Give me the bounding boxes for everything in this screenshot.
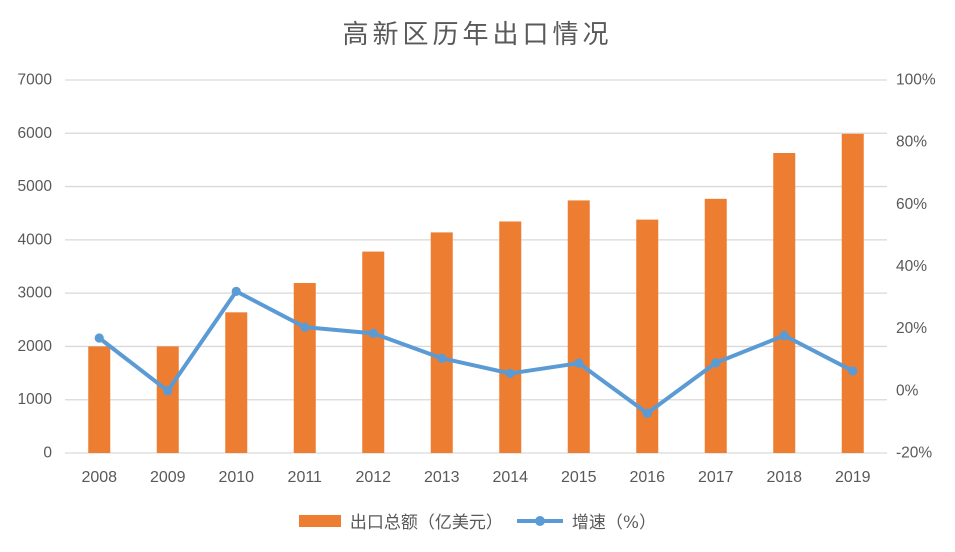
y-left-tick-label: 4000 bbox=[18, 231, 53, 248]
growth-marker-2018 bbox=[779, 330, 789, 341]
x-tick-label-2018: 2018 bbox=[766, 469, 802, 486]
y-right-tick-label: 0% bbox=[896, 382, 919, 399]
legend-exports-label: 出口总额（亿美元） bbox=[349, 513, 503, 533]
y-left-tick-label: 7000 bbox=[18, 72, 53, 89]
x-tick-label-2009: 2009 bbox=[150, 469, 186, 486]
growth-line-swatch-icon bbox=[516, 515, 563, 526]
bar-2017 bbox=[704, 198, 727, 453]
growth-marker-2019 bbox=[848, 366, 858, 376]
legend-growth-label: 增速（%） bbox=[571, 513, 657, 533]
y-left-tick-label: 1000 bbox=[18, 391, 53, 408]
growth-marker-2017 bbox=[711, 358, 721, 368]
x-tick-label-2011: 2011 bbox=[288, 469, 323, 486]
x-tick-label-2017: 2017 bbox=[698, 469, 734, 486]
bar-2012 bbox=[362, 251, 385, 453]
growth-marker-2015 bbox=[574, 358, 584, 368]
growth-marker-2013 bbox=[437, 353, 447, 363]
x-tick-label-2015: 2015 bbox=[561, 469, 597, 486]
bar-2018 bbox=[773, 153, 796, 453]
y-right-tick-label: 40% bbox=[896, 258, 927, 275]
growth-marker-2011 bbox=[300, 322, 310, 332]
y-left-tick-label: 6000 bbox=[18, 125, 53, 142]
x-tick-label-2013: 2013 bbox=[424, 469, 460, 486]
y-left-tick-label: 2000 bbox=[18, 338, 53, 355]
x-tick-label-2014: 2014 bbox=[492, 469, 528, 486]
y-left-tick-label: 0 bbox=[43, 445, 52, 462]
y-left-tick-label: 5000 bbox=[18, 178, 53, 195]
x-tick-label-2010: 2010 bbox=[218, 469, 254, 486]
chart-legend: 出口总额（亿美元） 增速（%） bbox=[0, 508, 955, 533]
y-right-tick-label: 100% bbox=[896, 72, 936, 89]
y-right-tick-label: 20% bbox=[896, 320, 927, 337]
bar-2009 bbox=[156, 346, 179, 453]
x-tick-label-2012: 2012 bbox=[355, 469, 391, 486]
chart-title: 高新区历年出口情况 bbox=[342, 20, 613, 50]
legend-item-exports: 出口总额（亿美元） bbox=[298, 508, 503, 533]
bar-2014 bbox=[499, 221, 522, 453]
y-right-tick-label: 80% bbox=[896, 134, 927, 151]
x-tick-label-2008: 2008 bbox=[81, 469, 117, 486]
growth-marker-2008 bbox=[94, 333, 104, 343]
y-right-tick-label: 60% bbox=[896, 196, 927, 213]
growth-line bbox=[97, 289, 855, 416]
growth-marker-2009 bbox=[163, 386, 173, 396]
y-right-tick-label: -20% bbox=[896, 445, 932, 462]
bar-2008 bbox=[88, 346, 111, 453]
bar-2019 bbox=[841, 133, 864, 453]
x-tick-label-2019: 2019 bbox=[835, 469, 871, 486]
bar-2010 bbox=[225, 312, 248, 453]
bar-2016 bbox=[636, 219, 659, 453]
growth-marker-2012 bbox=[368, 328, 378, 338]
growth-marker-2016 bbox=[642, 408, 652, 418]
bar-2015 bbox=[567, 200, 590, 453]
growth-marker-2010 bbox=[231, 286, 241, 296]
bar-2013 bbox=[430, 232, 453, 453]
legend-item-growth: 增速（%） bbox=[516, 508, 657, 533]
y-left-tick-label: 3000 bbox=[18, 285, 53, 302]
exports-bar-swatch-icon bbox=[298, 514, 341, 527]
x-tick-label-2016: 2016 bbox=[629, 469, 665, 486]
growth-marker-2014 bbox=[505, 368, 515, 379]
bar-2011 bbox=[293, 283, 316, 453]
